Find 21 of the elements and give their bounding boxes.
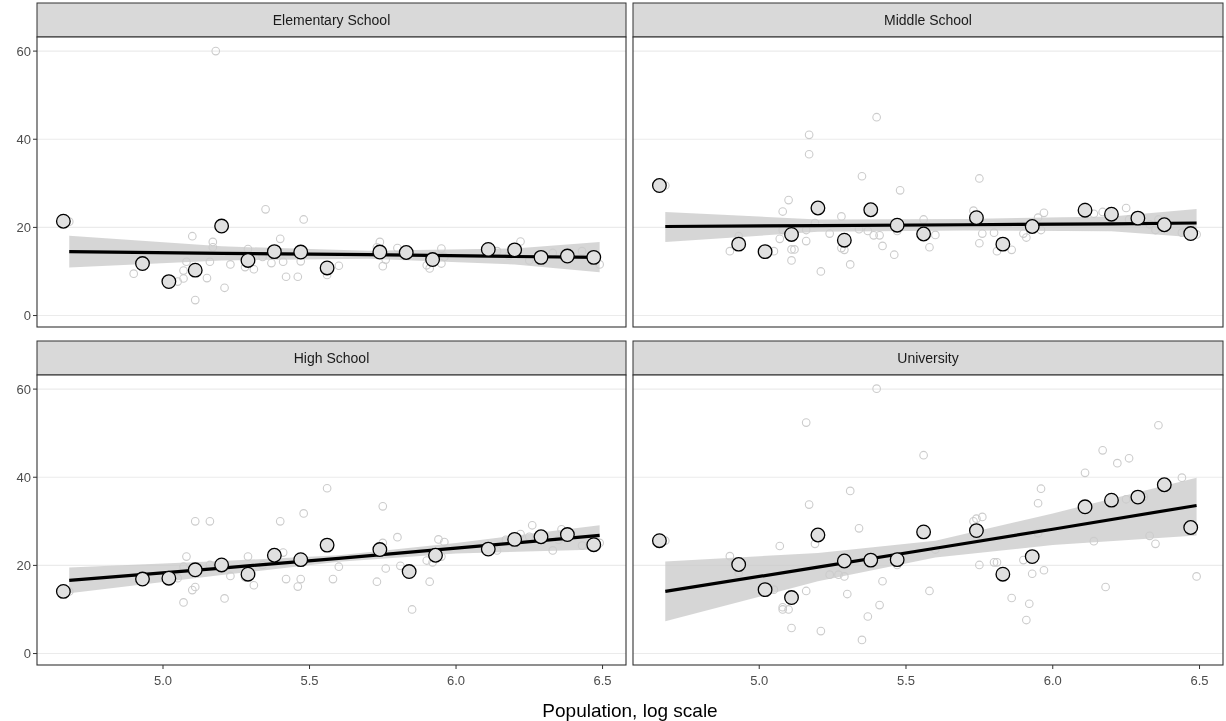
x-tick-label: 5.5: [896, 673, 916, 688]
y-tick-label: 0: [23, 308, 31, 324]
y-tick-label: 20: [16, 219, 31, 235]
chart-title: Middle School: [884, 12, 972, 28]
x-tick-label: 6.0: [447, 673, 466, 688]
x-axis-title: Population, log scale: [542, 700, 718, 721]
x-tick-label: 6.5: [1190, 673, 1209, 688]
x-tick-label: 5.0: [750, 673, 769, 688]
y-tick-label: 60: [16, 381, 31, 397]
y-tick-label: 40: [16, 469, 31, 485]
y-tick-label: 20: [16, 557, 31, 573]
chart-title: University: [897, 350, 959, 366]
x-tick-label: 5.5: [300, 673, 319, 688]
x-tick-label: 5.0: [153, 673, 173, 688]
chart-title: Elementary School: [272, 12, 391, 28]
chart-title: High School: [293, 350, 370, 366]
x-tick-label: 6.0: [1043, 673, 1062, 688]
y-tick-label: 0: [23, 646, 31, 662]
x-tick-label: 6.5: [593, 673, 612, 688]
y-tick-label: 60: [16, 43, 31, 59]
y-tick-label: 40: [16, 131, 31, 147]
